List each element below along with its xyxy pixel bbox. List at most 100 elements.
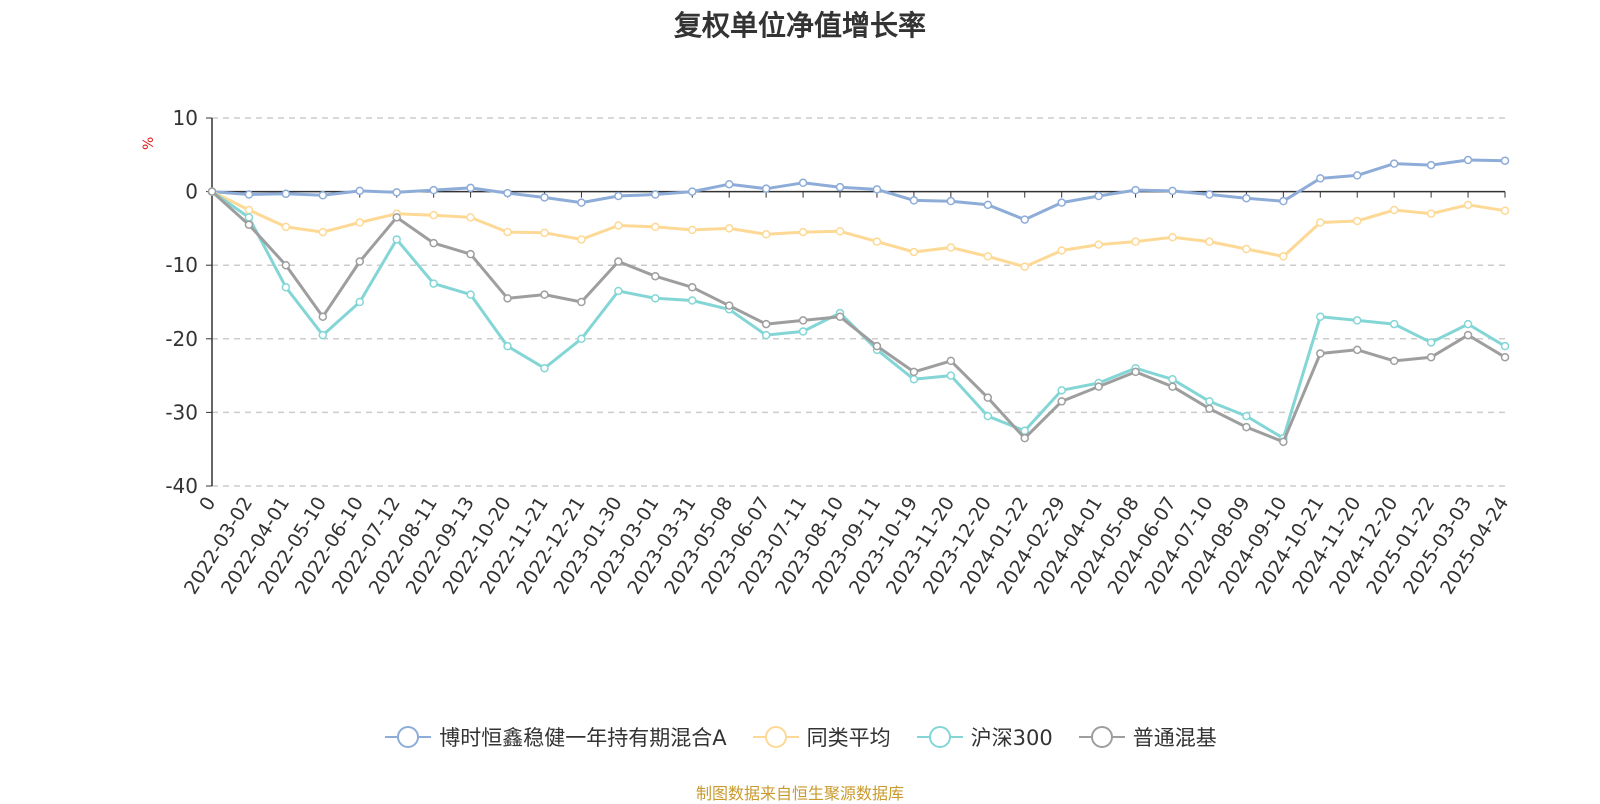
data-point: [983, 252, 993, 261]
data-point: [392, 188, 401, 197]
data-point: [1168, 186, 1177, 196]
data-point: [355, 186, 365, 196]
data-point: [835, 182, 845, 192]
chart-plot: 10 0 -10 -20 -30 -40 02022-03-022022-04-01202…: [165, 106, 1513, 598]
data-point: [540, 363, 549, 373]
data-point: [281, 260, 291, 270]
data-point: [761, 184, 771, 193]
series-lines: [207, 155, 1510, 447]
data-point: [1205, 397, 1214, 406]
data-point: [318, 312, 328, 321]
y-tick-label: 0: [185, 180, 198, 204]
data-point: [466, 183, 475, 193]
data-source-note: 制图数据来自恒生聚源数据库: [695, 784, 904, 803]
data-point: [577, 297, 586, 307]
legend-item[interactable]: 普通混基: [1077, 722, 1217, 752]
data-point: [1463, 155, 1473, 165]
data-point: [1500, 206, 1510, 215]
grid-lines: [212, 117, 1505, 487]
data-point: [577, 198, 586, 207]
legend-item[interactable]: 同类平均: [751, 722, 891, 752]
data-point: [1242, 422, 1251, 432]
y-tick-label: -20: [165, 327, 198, 351]
data-point: [1242, 244, 1251, 254]
legend-item[interactable]: 沪深300: [915, 722, 1053, 752]
data-point: [1205, 237, 1214, 246]
data-point: [466, 290, 475, 299]
data-point: [1020, 215, 1029, 224]
data-point: [724, 301, 734, 310]
data-point: [1094, 191, 1103, 201]
data-point: [872, 185, 882, 194]
data-point: [1352, 171, 1362, 180]
legend-item[interactable]: 博时恒鑫稳健一年持有期混合A: [383, 722, 727, 752]
data-point: [651, 190, 660, 199]
data-point: [1316, 174, 1325, 183]
data-point: [1242, 193, 1251, 203]
series-line-2: [211, 190, 1506, 440]
data-point: [1316, 349, 1325, 358]
data-point: [1426, 209, 1436, 218]
data-point: [1279, 196, 1288, 206]
data-point: [983, 411, 993, 421]
data-point: [909, 375, 919, 384]
data-point: [1389, 319, 1399, 329]
data-point: [1316, 218, 1325, 227]
legend: 博时恒鑫稳健一年持有期混合A 同类平均 沪深300 普通混基: [0, 722, 1600, 752]
data-point: [429, 185, 438, 195]
series-line-1: [211, 190, 1506, 269]
data-point: [392, 213, 401, 222]
data-point: [281, 283, 291, 292]
data-point: [1500, 156, 1510, 165]
data-point: [1057, 386, 1066, 395]
data-point: [355, 218, 365, 227]
data-point: [651, 222, 660, 232]
data-point: [429, 279, 438, 288]
data-point: [503, 188, 512, 198]
data-point: [1131, 185, 1140, 195]
data-point: [1057, 246, 1066, 255]
data-point: [503, 341, 512, 351]
data-point: [1168, 382, 1177, 391]
data-point: [835, 227, 845, 236]
data-point: [1057, 198, 1066, 207]
data-point: [1242, 411, 1251, 421]
data-point: [1426, 160, 1436, 170]
data-point: [540, 193, 549, 202]
data-point: [355, 297, 365, 307]
data-point: [1500, 341, 1510, 351]
data-point: [503, 294, 512, 303]
data-point: [577, 334, 586, 344]
data-point: [1131, 237, 1140, 246]
data-point: [909, 367, 919, 377]
data-point: [688, 187, 697, 196]
data-point: [946, 196, 956, 206]
data-point: [761, 230, 771, 239]
data-point: [1020, 433, 1029, 443]
data-point: [724, 179, 734, 189]
data-point: [688, 283, 697, 292]
data-point: [318, 191, 328, 200]
data-point: [724, 224, 734, 233]
data-point: [1094, 382, 1103, 391]
data-point: [1205, 404, 1214, 413]
axes: 10 0 -10 -20 -30 -40: [165, 106, 1506, 498]
data-point: [1094, 240, 1103, 249]
data-point: [318, 330, 328, 340]
data-point: [244, 213, 254, 222]
y-tick-label: -30: [165, 400, 198, 424]
data-point: [466, 249, 475, 259]
legend-label: 博时恒鑫稳健一年持有期混合A: [439, 726, 727, 750]
data-point: [946, 243, 956, 252]
data-point: [1279, 437, 1288, 447]
data-point: [1426, 352, 1436, 362]
data-point: [688, 225, 697, 235]
data-point: [429, 210, 438, 220]
legend-line-icon: [385, 726, 432, 748]
data-point: [614, 257, 623, 266]
data-point: [614, 221, 623, 230]
data-point: [983, 393, 993, 402]
legend-label: 同类平均: [806, 726, 891, 750]
data-point: [909, 247, 919, 257]
data-point: [798, 178, 808, 188]
